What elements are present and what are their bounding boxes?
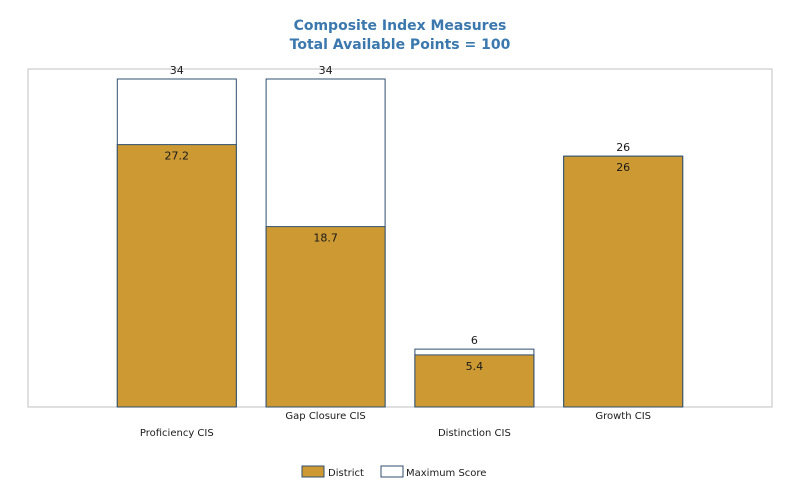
max-score-value-label: 6 bbox=[471, 334, 478, 347]
chart-title: Composite Index Measures bbox=[294, 18, 507, 34]
plot-frame bbox=[27, 68, 773, 408]
category-label: Growth CIS bbox=[595, 411, 651, 422]
max-score-value-label: 26 bbox=[616, 141, 630, 154]
category-label: Gap Closure CIS bbox=[285, 411, 365, 422]
legend-swatch bbox=[301, 465, 325, 478]
legend: District Maximum Score bbox=[301, 465, 486, 479]
labels-layer: 34 27.2 Proficiency CIS 34 18.7 Gap Closure C… bbox=[140, 64, 651, 439]
district-value-label: 5.4 bbox=[466, 360, 484, 373]
max-score-value-label: 34 bbox=[170, 64, 184, 77]
max-score-value-label: 34 bbox=[319, 64, 333, 77]
category-label: Distinction CIS bbox=[438, 428, 511, 439]
legend-label: District bbox=[328, 468, 364, 479]
legend-swatch bbox=[380, 465, 404, 478]
district-value-label: 27.2 bbox=[165, 150, 190, 163]
legend-label: Maximum Score bbox=[406, 468, 486, 479]
district-bar bbox=[265, 226, 386, 408]
district-value-label: 26 bbox=[616, 161, 630, 174]
district-value-label: 18.7 bbox=[313, 232, 338, 245]
chart-subtitle: Total Available Points = 100 bbox=[290, 37, 511, 53]
category-label: Proficiency CIS bbox=[140, 428, 214, 439]
district-bar bbox=[414, 354, 535, 408]
district-bar bbox=[563, 155, 684, 408]
district-bar bbox=[116, 144, 237, 408]
bars-layer bbox=[116, 78, 684, 408]
